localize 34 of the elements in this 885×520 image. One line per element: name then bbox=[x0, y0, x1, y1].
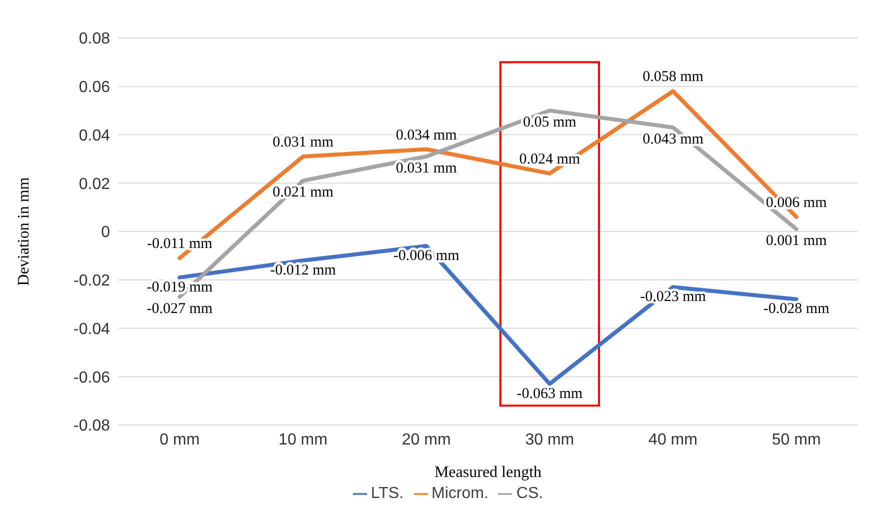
data-label: 0.043 mm bbox=[642, 131, 704, 148]
data-label: 0.05 mm bbox=[522, 114, 577, 131]
y-tick-label: 0.06 bbox=[78, 79, 110, 96]
y-tick-label: -0.02 bbox=[74, 272, 110, 290]
y-tick-label: -0.08 bbox=[74, 418, 110, 435]
y-tick-label: -0.04 bbox=[74, 320, 110, 338]
x-tick-label: 40 mm bbox=[648, 431, 698, 448]
data-label: 0.034 mm bbox=[396, 127, 458, 144]
x-tick-label: 30 mm bbox=[525, 431, 574, 448]
legend-label: CS. bbox=[516, 485, 544, 502]
data-label: -0.019 mm bbox=[146, 279, 213, 296]
data-label: -0.028 mm bbox=[763, 301, 830, 318]
y-tick-label: 0.08 bbox=[78, 30, 110, 48]
y-tick-label: 0 bbox=[101, 224, 110, 242]
y-tick-label: -0.06 bbox=[74, 369, 110, 386]
x-axis-title: Measured length bbox=[434, 464, 542, 481]
data-label: 0.021 mm bbox=[272, 184, 334, 201]
data-label: 0.031 mm bbox=[272, 134, 334, 151]
x-tick-label: 0 mm bbox=[160, 431, 200, 448]
y-tick-label: 0.04 bbox=[78, 127, 110, 144]
data-label: 0.058 mm bbox=[642, 69, 704, 86]
data-label: -0.063 mm bbox=[516, 386, 583, 402]
data-label: 0.001 mm bbox=[766, 233, 828, 250]
y-axis-title: Deviation in mm bbox=[16, 176, 33, 286]
data-label: -0.012 mm bbox=[270, 262, 336, 279]
x-tick-label: 10 mm bbox=[278, 431, 328, 448]
legend-label: Microm. bbox=[432, 485, 488, 502]
data-label: 0.031 mm bbox=[396, 160, 458, 177]
data-label: -0.027 mm bbox=[146, 300, 213, 317]
data-label: -0.006 mm bbox=[393, 248, 460, 264]
x-tick-label: 50 mm bbox=[772, 431, 821, 448]
x-tick-label: 20 mm bbox=[402, 431, 451, 448]
y-tick-label: 0.02 bbox=[78, 176, 110, 193]
legend-label: LTS. bbox=[370, 485, 404, 502]
